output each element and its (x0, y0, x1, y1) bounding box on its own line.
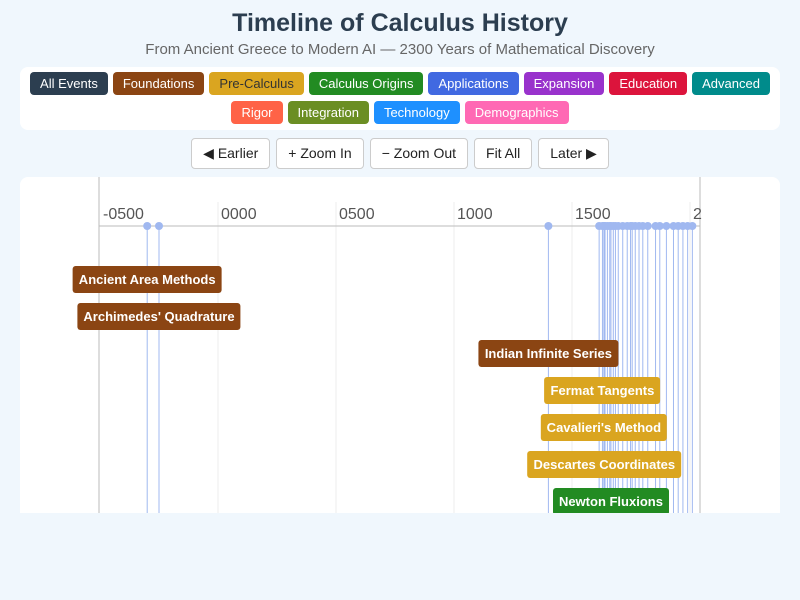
event-marker (595, 222, 604, 230)
event-label[interactable]: Cavalieri's Method (540, 414, 668, 441)
tick-label: 0000 (221, 206, 257, 223)
event-marker (544, 222, 553, 230)
filter-all-events[interactable]: All Events (30, 72, 108, 95)
filter-foundations[interactable]: Foundations (112, 72, 205, 95)
event-marker (143, 222, 152, 230)
event-label[interactable]: Ancient Area Methods (72, 266, 222, 293)
filter-demographics[interactable]: Demographics (464, 101, 569, 124)
event-marker (605, 222, 614, 230)
filter-rigor[interactable]: Rigor (231, 101, 283, 124)
filter-expansion[interactable]: Expansion (523, 72, 605, 95)
event-marker (688, 222, 697, 230)
event-label[interactable]: Descartes Coordinates (527, 451, 682, 478)
timeline-controls: ◀ Earlier + Zoom In − Zoom Out Fit All L… (0, 138, 800, 169)
later-button[interactable]: Later ▶ (538, 138, 609, 169)
event-label[interactable]: Fermat Tangents (544, 377, 661, 404)
event-marker (655, 222, 664, 230)
page-subtitle: From Ancient Greece to Modern AI — 2300 … (145, 41, 655, 58)
tick-label: 1000 (457, 206, 493, 223)
tick-label: -0500 (103, 206, 144, 223)
event-marker (155, 222, 163, 230)
timeline-panel: -0500 0000 0500 1000 1500 2 Ancient Area Meth… (20, 177, 780, 513)
filter-pre-calculus[interactable]: Pre-Calculus (209, 72, 304, 95)
event-label[interactable]: Archimedes' Quadrature (77, 303, 241, 330)
filter-applications[interactable]: Applications (428, 72, 519, 95)
fit-all-button[interactable]: Fit All (474, 138, 533, 169)
filter-integration[interactable]: Integration (287, 101, 369, 124)
tick-label: 1500 (575, 206, 611, 223)
earlier-button[interactable]: ◀ Earlier (191, 138, 271, 169)
filter-education[interactable]: Education (609, 72, 688, 95)
category-filter-bar: All Events Foundations Pre-Calculus Calculu… (20, 67, 780, 130)
tick-label: 2 (693, 206, 702, 223)
tick-label: 0500 (339, 206, 375, 223)
filter-calculus-origins[interactable]: Calculus Origins (308, 72, 424, 95)
event-marker (643, 222, 652, 230)
zoom-out-button[interactable]: − Zoom Out (369, 138, 469, 169)
event-label[interactable]: Newton Fluxions (552, 488, 669, 513)
filter-technology[interactable]: Technology (373, 101, 460, 124)
event-marker (662, 222, 671, 230)
page-title: Timeline of Calculus History (232, 9, 568, 37)
filter-advanced[interactable]: Advanced (692, 72, 770, 95)
event-label[interactable]: Indian Infinite Series (478, 340, 618, 367)
zoom-in-button[interactable]: + Zoom In (276, 138, 364, 169)
